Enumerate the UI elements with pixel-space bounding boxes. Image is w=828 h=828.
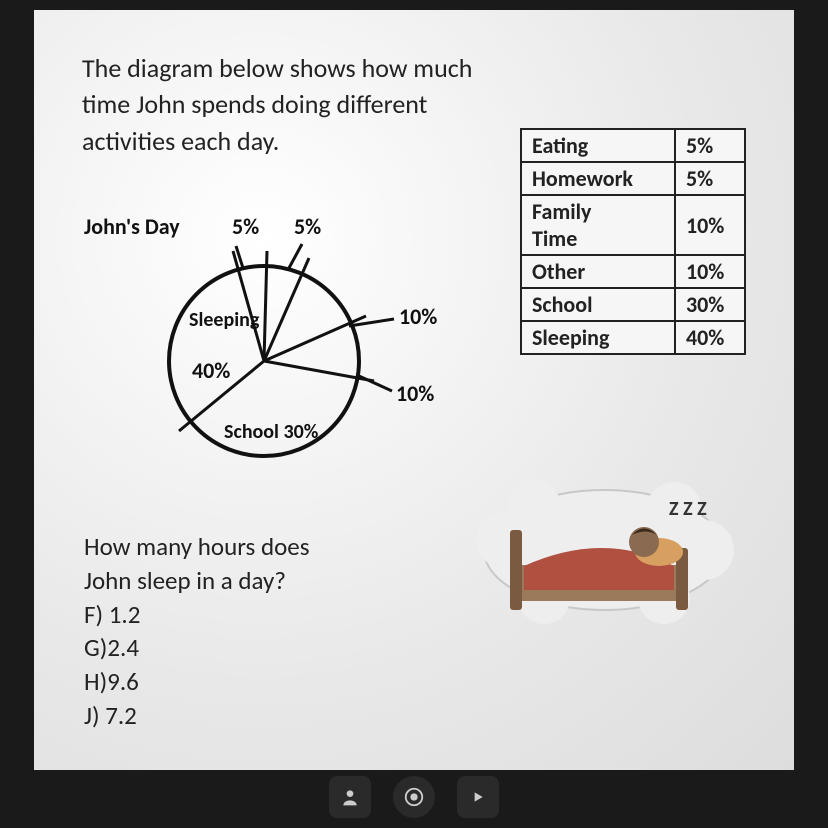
answer-option: J) 7.2 xyxy=(84,700,137,731)
chart-title: John's Day xyxy=(84,213,180,240)
pie-label-10a: 10% xyxy=(399,303,437,330)
cell-value: 10% xyxy=(675,255,745,288)
cell-label: FamilyTime xyxy=(521,195,675,255)
question-block: How many hours does John sleep in a day?… xyxy=(84,530,309,733)
intro-line: The diagram below shows how much xyxy=(82,52,472,84)
play-button[interactable] xyxy=(457,776,499,818)
camera-icon xyxy=(403,786,425,808)
table-row: School30% xyxy=(521,288,745,321)
cell-label: Other xyxy=(521,255,675,288)
leader-line xyxy=(359,376,392,391)
answer-option: H)9.6 xyxy=(84,666,139,697)
cell-label: Sleeping xyxy=(521,321,675,354)
table-row: Eating5% xyxy=(521,129,745,162)
pie-inner-sleeping: Sleeping xyxy=(189,308,260,332)
activity-table: Eating5% Homework5% FamilyTime10% Other1… xyxy=(520,128,746,355)
intro-text: The diagram below shows how much time Jo… xyxy=(82,50,562,159)
cell-label: Homework xyxy=(521,162,675,195)
table-row: Homework5% xyxy=(521,162,745,195)
leader-line xyxy=(289,244,302,268)
pie-chart: John's Day 5% 5% xyxy=(84,206,484,516)
intro-line: time John spends doing different xyxy=(82,88,427,120)
cell-value: 5% xyxy=(675,162,745,195)
question-line: How many hours does xyxy=(84,531,309,562)
bottom-toolbar xyxy=(0,776,828,818)
question-line: John sleep in a day? xyxy=(84,565,286,596)
sleeping-illustration: Z Z Z xyxy=(474,470,734,640)
intro-line: activities each day. xyxy=(82,125,279,157)
table-row: Other10% xyxy=(521,255,745,288)
answer-option: F) 1.2 xyxy=(84,599,140,630)
pie-label-10b: 10% xyxy=(396,380,434,407)
cell-label: Eating xyxy=(521,129,675,162)
table-row: Sleeping40% xyxy=(521,321,745,354)
pie-label-5a: 5% xyxy=(232,213,259,240)
cell-value: 30% xyxy=(675,288,745,321)
pie-inner-school: School 30% xyxy=(224,420,319,444)
answer-option: G)2.4 xyxy=(84,632,139,663)
pie-label-5b: 5% xyxy=(294,213,321,240)
zzz-text: Z Z Z xyxy=(669,497,707,521)
person-icon xyxy=(340,787,360,807)
person-button[interactable] xyxy=(329,776,371,818)
cell-label: School xyxy=(521,288,675,321)
camera-button[interactable] xyxy=(393,776,435,818)
pie-inner-40: 40% xyxy=(192,357,230,384)
table-row: FamilyTime10% xyxy=(521,195,745,255)
cell-value: 40% xyxy=(675,321,745,354)
worksheet-page: The diagram below shows how much time Jo… xyxy=(34,10,794,770)
cell-value: 10% xyxy=(675,195,745,255)
cell-value: 5% xyxy=(675,129,745,162)
play-icon xyxy=(470,789,486,805)
